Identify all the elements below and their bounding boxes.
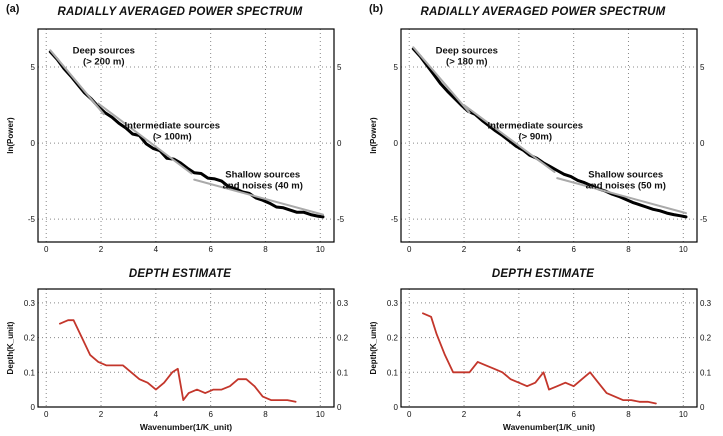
annotation-label: Deep sources (> 180 m) [436,45,498,67]
y-tick-label-right: 0.2 [700,334,712,343]
y-tick-label-left: 0.3 [24,299,36,308]
series-deep-trend [49,49,105,116]
y-tick-label-right: -5 [700,215,708,224]
y-axis-label: Depth(K_unit) [6,321,15,374]
x-axis-label: Wavenumber(1/K_unit) [140,422,232,432]
y-tick-label-left: 5 [394,63,399,72]
y-tick-label-right: 0 [337,139,342,148]
y-tick-label-right: 0.3 [700,299,712,308]
panel-b-power-title: RADIALLY AVERAGED POWER SPECTRUM [420,6,666,18]
panel-b-tag: (b) [369,3,384,15]
y-axis-label: Depth(K_unit) [369,321,378,374]
y-tick-label-right: 5 [337,63,342,72]
panel-b-depth-estimate-chart: 0 2 4 6 8 100 00.1 0.10.2 0.20.3 0.3Depth(K_unit)… [369,288,712,432]
x-tick-label: 8 [263,245,268,254]
x-tick-label: 6 [208,410,213,419]
x-tick-label: 6 [571,410,576,419]
panel-a-depth-estimate-chart: 0 2 4 6 8 100 00.1 0.10.2 0.20.3 0.3Depth(K_unit)… [6,288,349,432]
plot-frame [37,288,335,408]
panel-a-header: (a) RADIALLY AVERAGED POWER SPECTRUM [4,2,356,22]
x-tick-label: 4 [517,410,522,419]
panel-a-tag: (a) [6,3,20,15]
y-tick-label-right: 0.1 [337,368,349,377]
y-axis-label: ln(Power) [369,117,378,154]
x-tick-label: 2 [462,410,467,419]
x-tick-label: 6 [208,245,213,254]
y-tick-label-right: 0 [337,403,342,412]
series-intermediate-trend [97,102,193,175]
x-tick-label: 10 [679,410,688,419]
x-tick-label: 2 [462,245,467,254]
y-tick-label-left: 0.2 [24,334,36,343]
panel-b-depth-header: DEPTH ESTIMATE [367,258,719,282]
panel-a: (a) RADIALLY AVERAGED POWER SPECTRUM 0 2 4… [4,2,356,434]
x-tick-label: 8 [626,410,631,419]
x-tick-label: 10 [679,245,688,254]
panel-a-power-title: RADIALLY AVERAGED POWER SPECTRUM [57,6,303,18]
series-power-spectrum [411,47,688,219]
panel-b-power-spectrum-chart: 0 2 4 6 8 10 -5 -5 0 0 5 5 Deep sources (> 180 m) Inte… [369,28,708,254]
y-tick-label-right: 0.1 [700,368,712,377]
panel-a-depth-title: DEPTH ESTIMATE [128,268,232,280]
x-tick-label: 2 [99,410,104,419]
series-shallow-trend [556,177,687,215]
y-tick-label-right: 0 [700,403,705,412]
series-intermediate-trend [463,104,556,173]
y-tick-label-right: 0.3 [337,299,349,308]
y-axis-label: ln(Power) [6,117,15,154]
panel-b: (b) RADIALLY AVERAGED POWER SPECTRUM 0 2 4… [367,2,719,434]
x-axis-label: Wavenumber(1/K_unit) [503,422,595,432]
y-tick-label-left: -5 [391,215,399,224]
plot-frame [400,288,698,408]
y-tick-label-left: 0.3 [387,299,399,308]
x-tick-label: 10 [316,410,325,419]
x-tick-label: 10 [316,245,325,254]
series-deep-trend [412,46,471,114]
y-tick-label-left: 0 [394,139,399,148]
annotation-label: Shallow sources and noises (40 m) [223,169,303,191]
x-tick-label: 8 [626,245,631,254]
x-tick-label: 2 [99,245,104,254]
panel-a-depth-header: DEPTH ESTIMATE [4,258,356,282]
y-tick-label-right: 0.2 [337,334,349,343]
series-shallow-trend [193,178,324,216]
y-tick-label-left: 0.1 [387,368,399,377]
panel-b-header: (b) RADIALLY AVERAGED POWER SPECTRUM [367,2,719,22]
x-tick-label: 4 [154,245,159,254]
series-depth-estimate [422,312,657,405]
x-tick-label: 4 [517,245,522,254]
x-tick-label: 4 [154,410,159,419]
annotation-label: Shallow sources and noises (50 m) [586,169,666,191]
y-tick-label-left: 0 [394,403,399,412]
x-tick-label: 0 [407,245,412,254]
y-tick-label-left: 0.2 [387,334,399,343]
y-tick-label-left: -5 [28,215,36,224]
annotation-label: Intermediate sources (> 100m) [125,121,221,143]
x-tick-label: 0 [44,410,49,419]
x-tick-label: 0 [44,245,49,254]
series-depth-estimate [59,319,297,403]
plot-frame [400,28,698,243]
plot-frame [37,28,335,243]
y-tick-label-right: 5 [700,63,705,72]
y-tick-label-left: 0 [31,403,36,412]
y-tick-label-right: -5 [337,215,345,224]
x-tick-label: 0 [407,410,412,419]
y-tick-label-left: 0.1 [24,368,36,377]
annotation-label: Deep sources (> 200 m) [73,45,135,67]
x-tick-label: 6 [571,245,576,254]
y-tick-label-left: 5 [31,63,36,72]
annotation-label: Intermediate sources (> 90m) [488,121,584,143]
y-tick-label-right: 0 [700,139,705,148]
panel-b-depth-title: DEPTH ESTIMATE [491,268,595,280]
y-tick-label-left: 0 [31,139,36,148]
x-tick-label: 8 [263,410,268,419]
panel-a-power-spectrum-chart: 0 2 4 6 8 10 -5 -5 0 0 5 5 Deep sources (> 200 m) Inte… [6,28,345,254]
